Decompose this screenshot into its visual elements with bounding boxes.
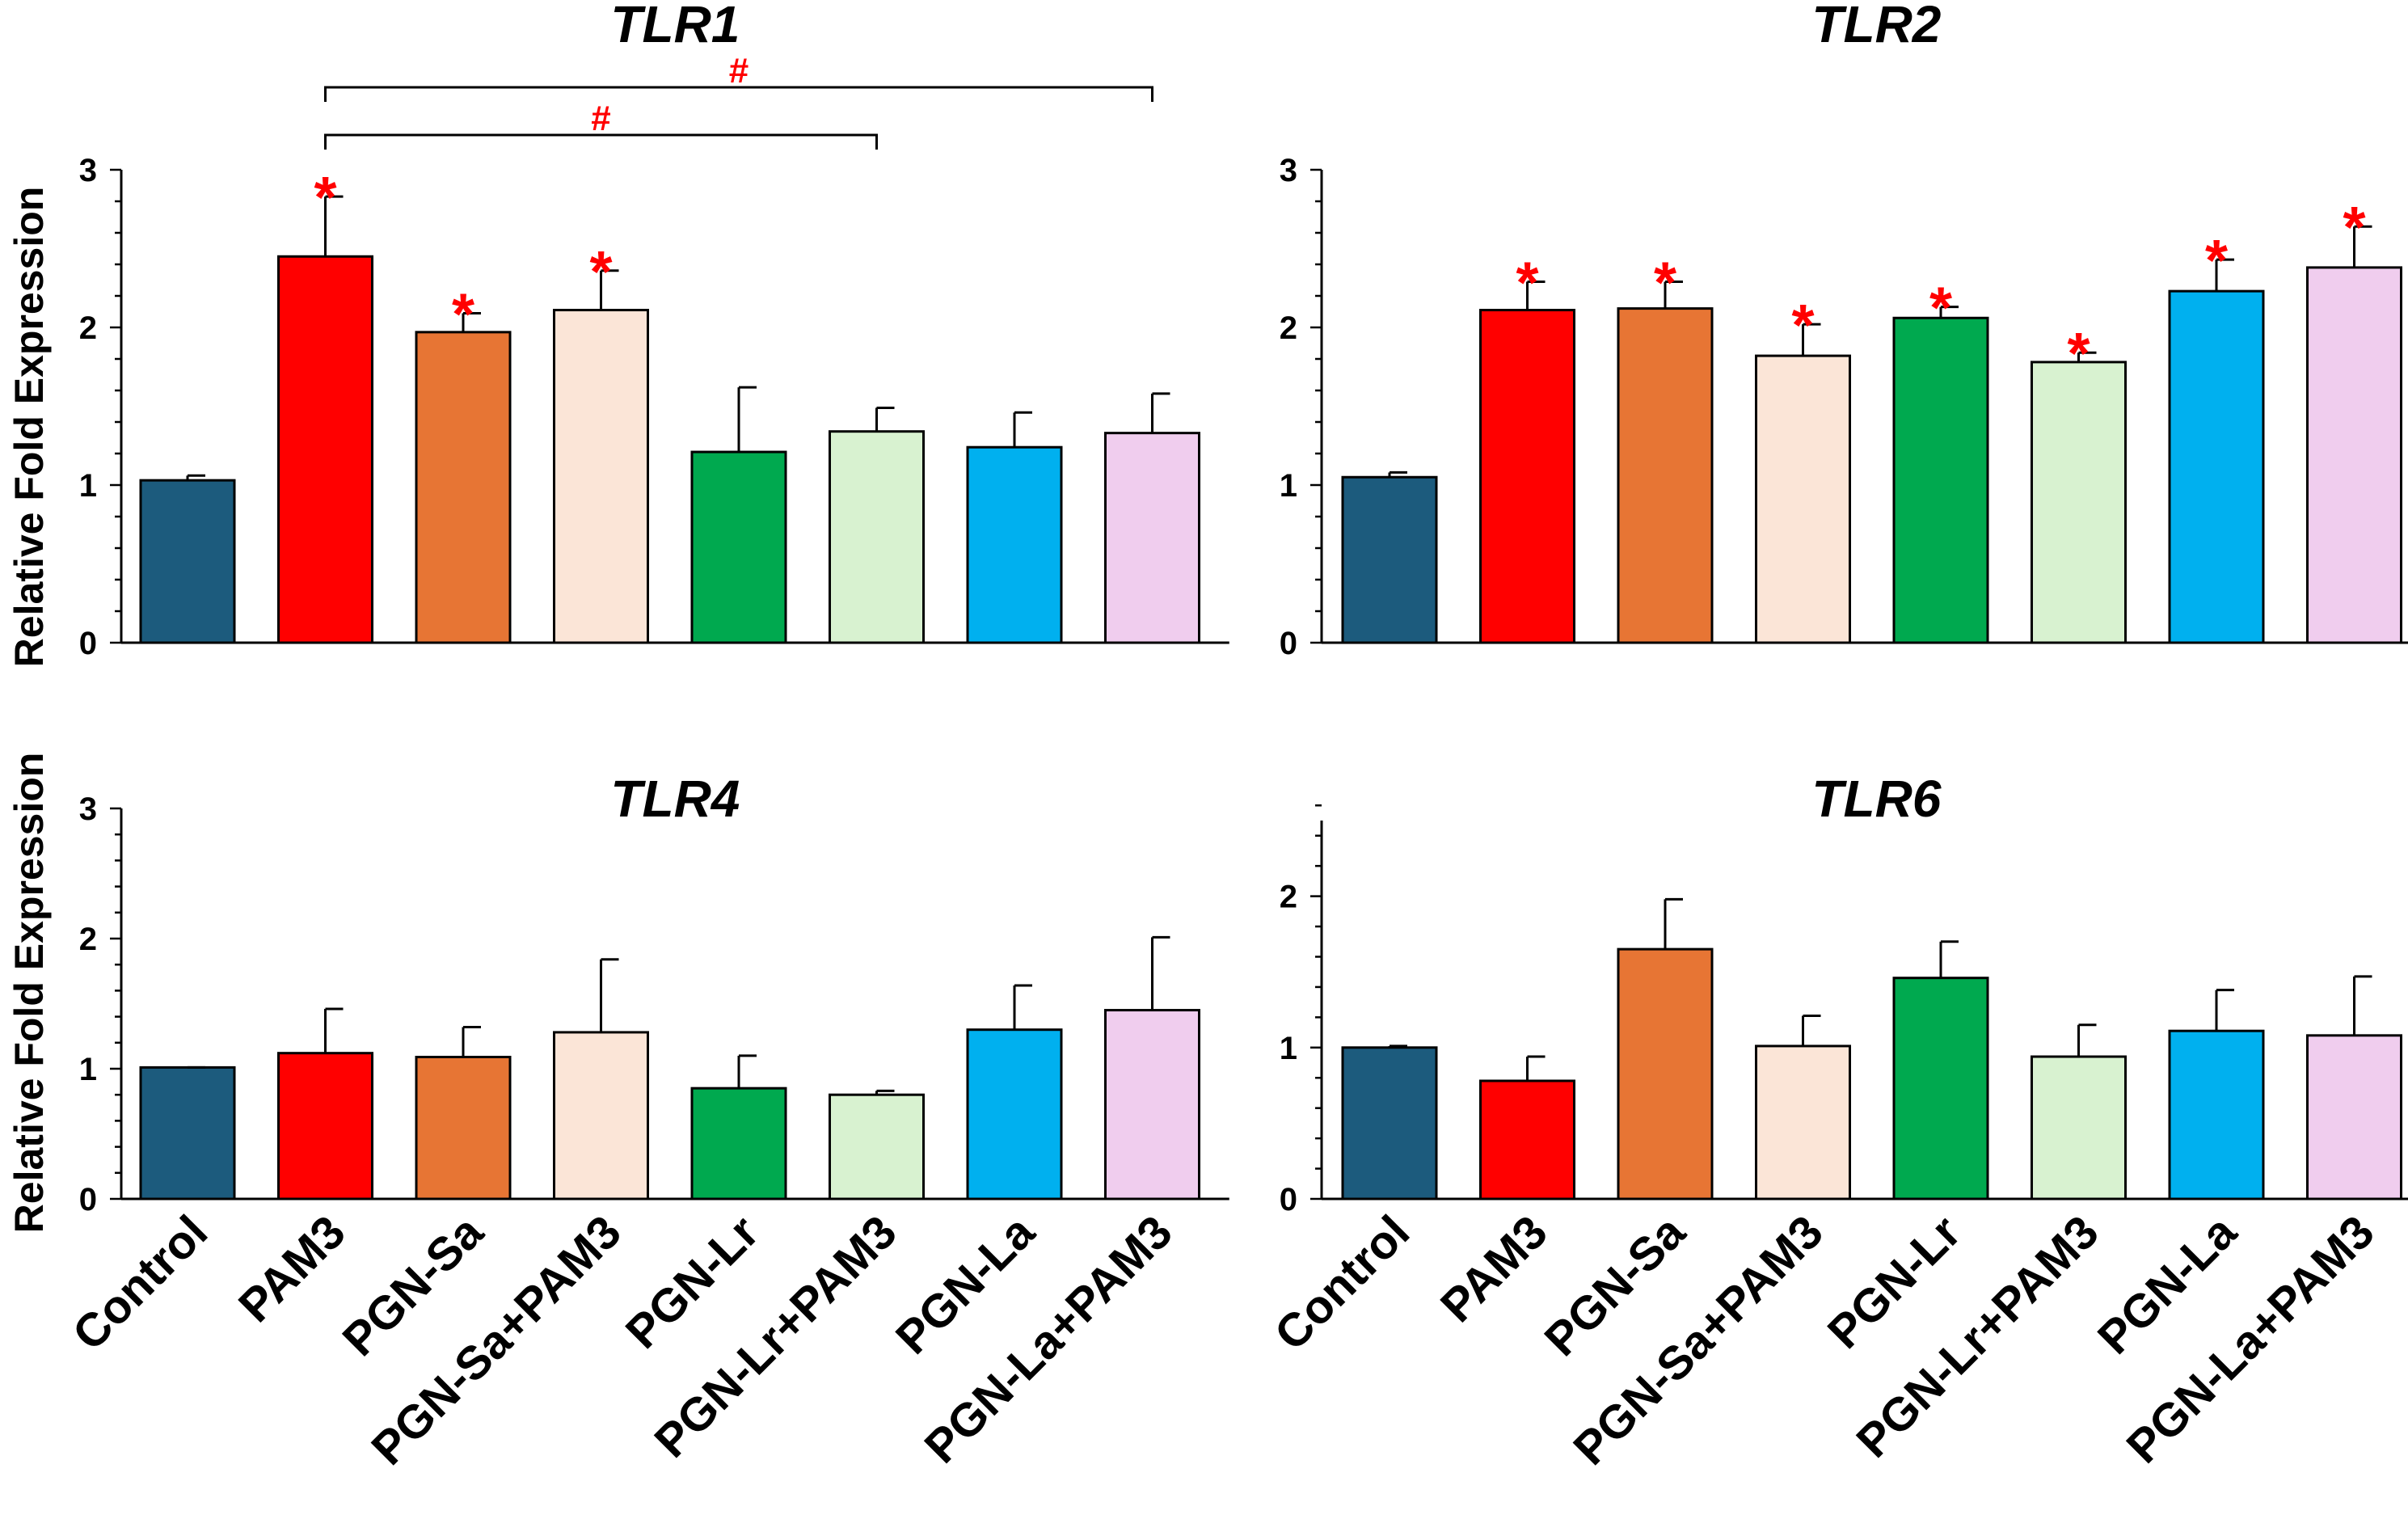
significance-star: * (2343, 196, 2365, 260)
y-tick-label: 1 (1280, 1031, 1297, 1066)
significance-star: * (1791, 293, 1814, 358)
panel-title: TLR4 (610, 770, 740, 828)
x-tick-label: Control (62, 1205, 217, 1361)
panel-title: TLR6 (1811, 770, 1941, 828)
significance-star: * (2205, 229, 2228, 293)
y-tick-label: 2 (1280, 310, 1297, 346)
bar (1104, 1009, 1200, 1201)
x-tick-label: PAM3 (229, 1205, 356, 1332)
x-tick-label: PGN-Sa+PAM3 (1563, 1205, 1833, 1475)
panel-title: TLR1 (610, 0, 740, 53)
bar (1479, 309, 1575, 644)
bar (1617, 947, 1714, 1201)
bar (2031, 1055, 2127, 1201)
bar (277, 255, 373, 644)
significance-star: * (2067, 322, 2090, 386)
bar (1479, 1079, 1575, 1201)
bar (1617, 307, 1714, 644)
bar (277, 1052, 373, 1201)
y-tick-label: 1 (79, 468, 97, 504)
y-tick-label: 1 (1280, 468, 1297, 504)
bar (1892, 977, 1989, 1201)
bar (2031, 361, 2127, 644)
bar (2306, 1034, 2402, 1201)
y-tick-label: 0 (79, 1182, 97, 1217)
bar (1341, 475, 1438, 644)
bar (1755, 1044, 1851, 1201)
bar (553, 1031, 649, 1201)
y-tick-label: 2 (79, 310, 97, 346)
bar (966, 445, 1063, 644)
y-axis-label: Relative Fold Expression (6, 187, 52, 668)
bar (139, 479, 236, 644)
bar (1755, 354, 1851, 644)
y-tick-label: 3 (1280, 153, 1297, 188)
significance-star: * (1516, 251, 1538, 315)
bar (1104, 432, 1200, 644)
chart-panel-tlr2: TLR2 * * * * * * * 0 1 2 3 (1280, 0, 2408, 661)
y-tick-label: 0 (79, 626, 97, 661)
x-tick-label: PGN-Lr+PAM3 (644, 1205, 906, 1467)
bar (966, 1028, 1063, 1201)
bar (415, 1056, 512, 1201)
y-tick-label: 0 (1280, 626, 1297, 661)
x-tick-label: PGN-La+PAM3 (2116, 1205, 2384, 1473)
y-tick-label: 3 (79, 153, 97, 188)
bar (415, 331, 512, 644)
y-tick-label: 2 (1280, 880, 1297, 915)
y-tick-label: 1 (79, 1052, 97, 1087)
chart-panel-tlr1: TLR1 * * * 0 1 2 3 # # (79, 0, 1229, 661)
y-tick-label: 2 (79, 922, 97, 957)
bar (553, 309, 649, 644)
x-tick-label: PGN-Lr+PAM3 (1846, 1205, 2108, 1467)
significance-hash: # (591, 99, 610, 138)
significance-star: * (314, 166, 336, 230)
bar (2168, 289, 2265, 644)
bar (1341, 1046, 1438, 1201)
bar (829, 1093, 925, 1201)
bar (2168, 1029, 2265, 1201)
significance-star: * (1929, 276, 1952, 341)
x-tick-label: Control (1264, 1205, 1419, 1361)
significance-star: * (1654, 251, 1676, 315)
x-tick-label: PAM3 (1431, 1205, 1558, 1332)
bar (139, 1065, 236, 1201)
bar (829, 430, 925, 644)
y-tick-label: 0 (1280, 1182, 1297, 1217)
y-tick-label: 3 (79, 791, 97, 827)
significance-star: * (452, 282, 474, 347)
significance-bracket (324, 133, 878, 150)
bar (690, 1087, 787, 1201)
y-axis-label: Relative Fold Expression (6, 753, 52, 1234)
bar (1892, 316, 1989, 644)
x-tick-label: PGN-La+PAM3 (914, 1205, 1182, 1473)
x-tick-label: PGN-Sa+PAM3 (361, 1205, 631, 1475)
panel-title: TLR2 (1811, 0, 1941, 53)
bar (690, 450, 787, 644)
significance-hash: # (729, 51, 749, 91)
significance-star: * (589, 240, 612, 305)
bar (2306, 266, 2402, 644)
significance-bracket (324, 86, 1153, 102)
